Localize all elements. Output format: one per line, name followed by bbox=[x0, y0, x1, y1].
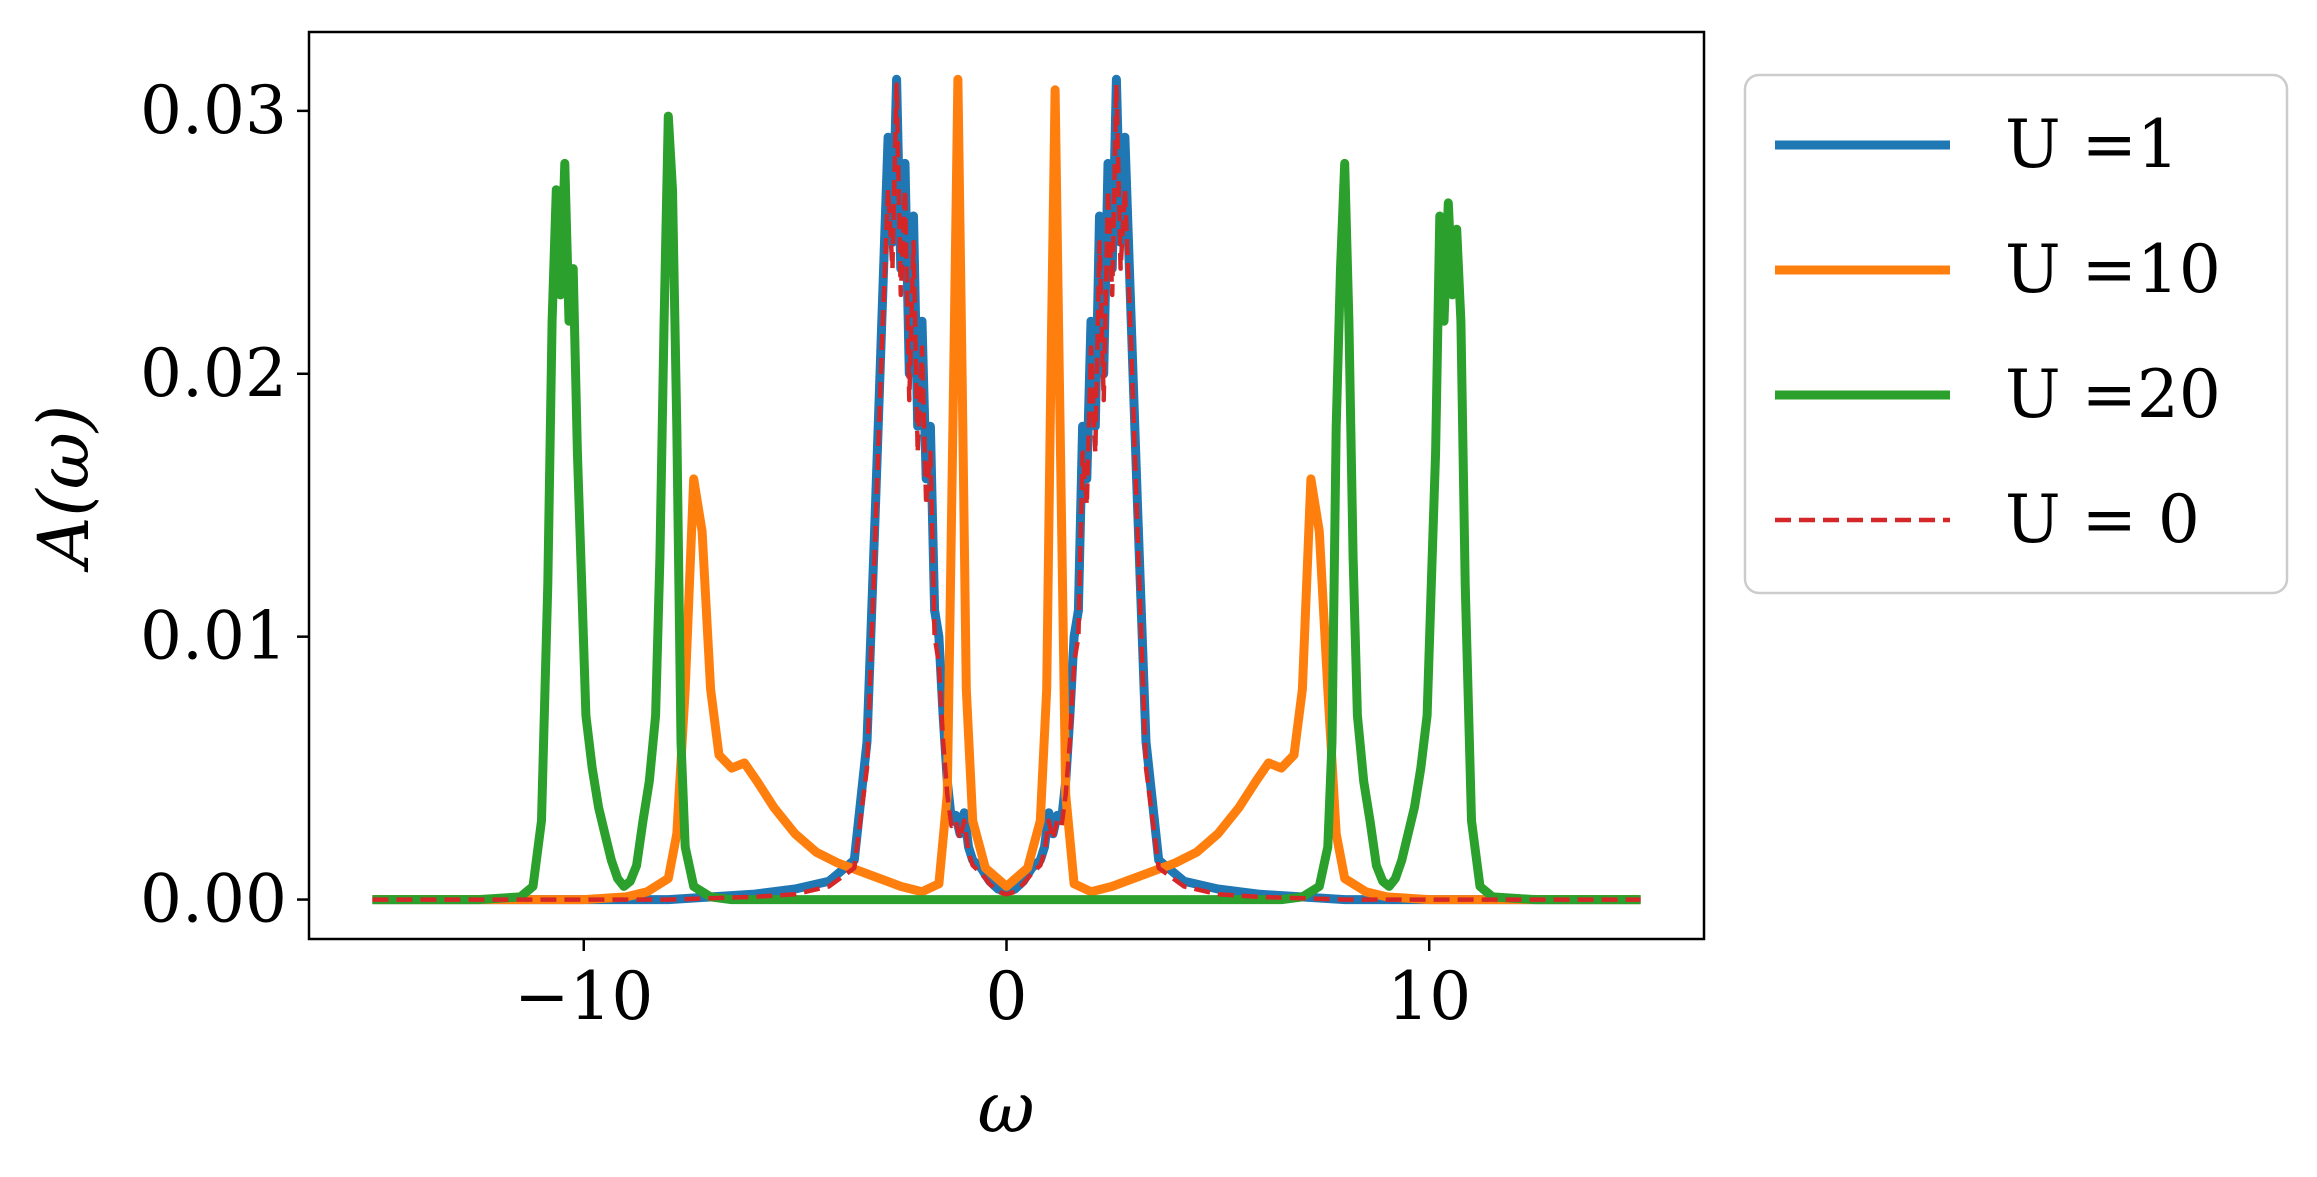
x-tick-label: 0 bbox=[986, 958, 1028, 1035]
x-axis: −10 0 10 bbox=[514, 939, 1471, 1035]
x-axis-label: ω bbox=[977, 1067, 1034, 1149]
series-layer bbox=[372, 74, 1641, 905]
y-tick-label: 0.01 bbox=[140, 598, 287, 675]
x-tick-label: −10 bbox=[514, 958, 653, 1035]
series-line-1 bbox=[372, 74, 1641, 905]
y-axis-label: A(ω) bbox=[23, 405, 105, 573]
y-tick-label: 0.00 bbox=[140, 861, 287, 938]
legend-label: U =20 bbox=[2005, 356, 2221, 433]
legend-label: U =10 bbox=[2005, 231, 2221, 308]
y-tick-label: 0.03 bbox=[140, 72, 287, 149]
y-axis: 0.00 0.01 0.02 0.03 bbox=[140, 72, 309, 938]
legend-label: U = 0 bbox=[2005, 481, 2200, 558]
legend-label: U =1 bbox=[2005, 106, 2179, 183]
series-line-2 bbox=[372, 74, 1641, 905]
legend-items: U =1 U =10 U =20 U = 0 bbox=[1775, 106, 2221, 558]
x-tick-label: 10 bbox=[1387, 958, 1471, 1035]
legend-frame bbox=[1743, 73, 2289, 595]
y-tick-label: 0.02 bbox=[140, 335, 287, 412]
legend: U =1 U =10 U =20 U = 0 bbox=[1743, 73, 2289, 595]
series-line-3 bbox=[372, 111, 1641, 905]
series-line-4 bbox=[372, 82, 1641, 902]
